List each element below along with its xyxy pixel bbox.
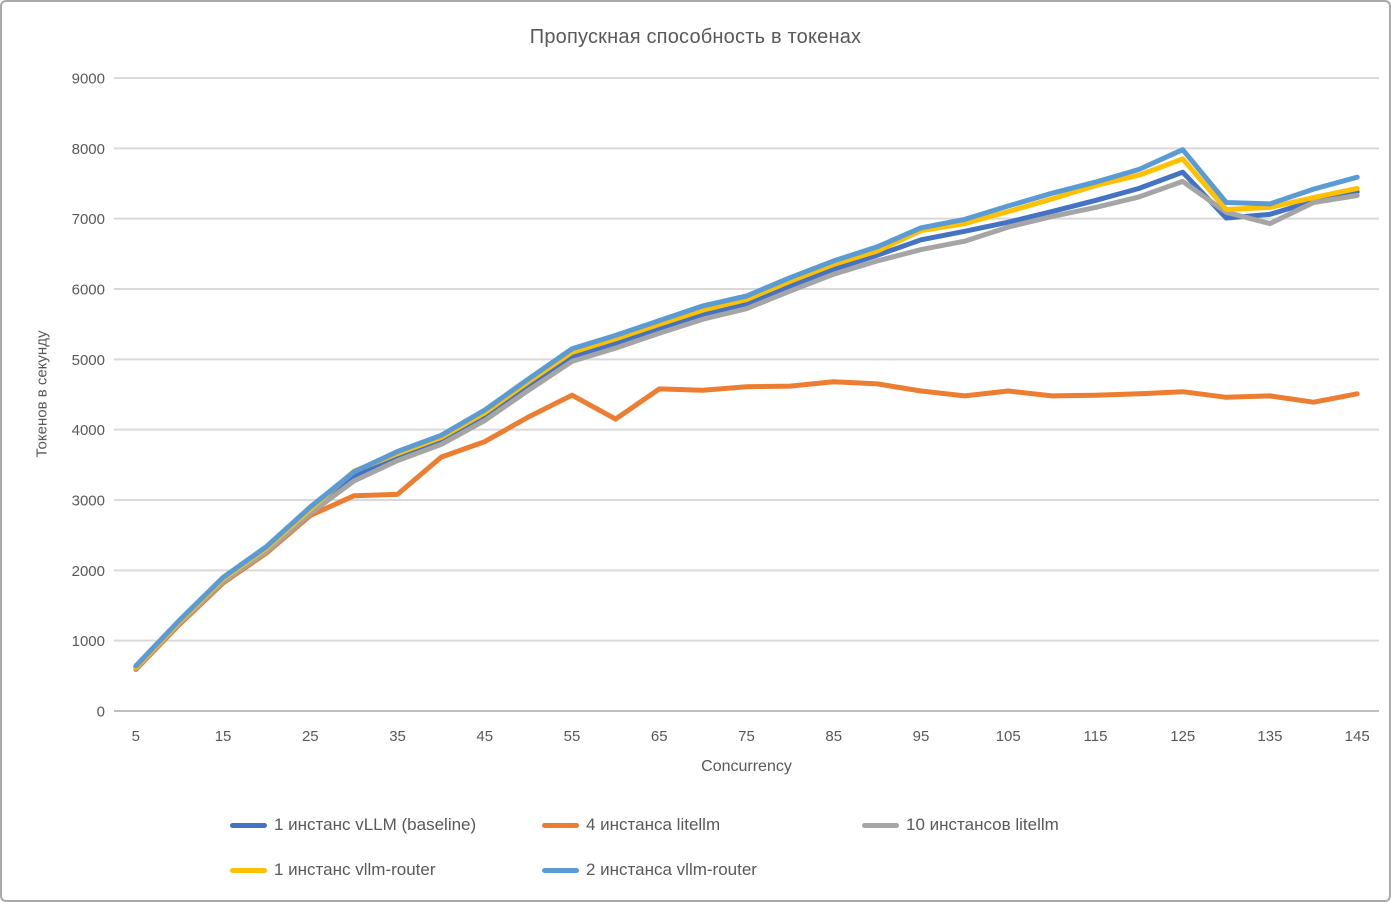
x-tick-label: 15 [215,728,232,745]
y-tick-label: 9000 [72,71,105,88]
legend-swatch [542,867,579,873]
x-tick-label: 95 [913,728,930,745]
x-tick-label: 85 [825,728,842,745]
y-axis-title: Токенов в секунду [33,330,51,458]
series-line-3 [133,156,1360,670]
x-tick-label: 55 [564,728,581,745]
x-tick-label: 125 [1170,728,1195,745]
series-line-1 [133,379,1360,672]
x-tick-label: 25 [302,728,319,745]
x-tick-label: 5 [132,728,140,745]
series-line-2 [133,178,1360,671]
legend-label: 10 инстансов litellm [906,815,1059,834]
line-chart-plot: 0 1000 2000 3000 4000 5000 6000 7000 8000 9000 5 15… [72,71,1379,745]
series-line-4 [133,147,1360,669]
x-tick-label: 45 [476,728,493,745]
x-tick-label: 65 [651,728,668,745]
legend-item-2: 10 инстансов litellm [862,814,1059,836]
legend-label: 2 инстанса vllm-router [586,860,757,879]
x-tick-label: 105 [996,728,1021,745]
y-tick-label: 5000 [72,352,105,369]
y-tick-label: 6000 [72,282,105,299]
y-tick-label: 8000 [72,141,105,158]
legend-label: 1 инстанс vLLM (baseline) [274,815,477,834]
y-tick-label: 0 [97,704,105,721]
legend-label: 1 инстанс vllm-router [274,860,436,879]
x-axis-title: Concurrency [701,758,792,775]
legend-swatch [862,822,899,828]
x-tick-label: 75 [738,728,755,745]
legend-swatch [230,822,267,828]
legend-item-1: 4 инстанса litellm [542,814,720,836]
legend-item-0: 1 инстанс vLLM (baseline) [230,814,476,836]
y-tick-label: 1000 [72,633,105,650]
legend-swatch [230,867,267,873]
y-tick-label: 3000 [72,493,105,510]
x-tick-label: 135 [1257,728,1282,745]
legend-item-3: 1 инстанс vllm-router [230,859,436,881]
x-tick-label: 115 [1084,728,1108,745]
y-tick-label: 4000 [72,422,105,439]
legend-swatch [542,822,579,828]
y-tick-label: 2000 [72,563,105,580]
legend-item-4: 2 инстанса vllm-router [542,859,757,881]
chart-title: Пропускная способность в токенах [529,26,862,48]
x-tick-label: 35 [389,728,406,745]
y-tick-label: 7000 [72,211,105,228]
legend-label: 4 инстанса litellm [586,815,721,834]
series-line-0 [133,169,1360,670]
x-tick-label: 145 [1345,728,1370,745]
